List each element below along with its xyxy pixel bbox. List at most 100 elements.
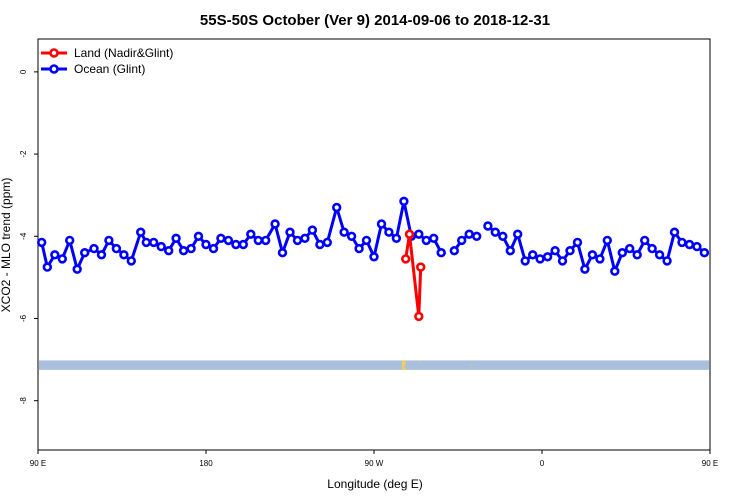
data-point xyxy=(527,250,538,260)
x-tick-label: 90 E xyxy=(702,459,718,468)
data-point xyxy=(595,254,605,264)
data-point xyxy=(216,233,226,244)
data-point xyxy=(520,256,530,266)
data-point xyxy=(557,256,568,266)
data-point xyxy=(178,246,189,256)
data-point xyxy=(399,196,409,207)
data-point xyxy=(201,239,211,250)
data-point xyxy=(414,311,424,322)
data-point xyxy=(79,248,90,258)
data-point xyxy=(535,254,545,264)
data-point xyxy=(512,229,523,239)
x-tick-label: 90 E xyxy=(30,459,46,468)
data-point xyxy=(231,239,241,250)
y-tick-label: -4 xyxy=(19,232,28,240)
data-point xyxy=(464,229,474,239)
data-point xyxy=(72,264,82,274)
data-point xyxy=(401,254,411,264)
data-point xyxy=(565,246,575,256)
data-point xyxy=(421,235,431,246)
data-point xyxy=(238,239,249,250)
y-tick-label: -2 xyxy=(19,150,28,158)
data-point xyxy=(692,241,702,252)
series-ocean xyxy=(36,196,710,276)
data-point xyxy=(322,237,332,248)
data-point xyxy=(332,202,342,213)
data-point xyxy=(292,235,303,246)
data-point xyxy=(307,225,318,235)
data-point xyxy=(677,237,687,248)
y-tick-label: -6 xyxy=(19,314,28,322)
legend-marker-land xyxy=(49,48,59,58)
data-point xyxy=(542,252,553,262)
data-point xyxy=(136,227,146,237)
x-axis: 90 E 180 90 W 0 90 E xyxy=(30,450,718,468)
data-point xyxy=(104,235,114,246)
data-point xyxy=(346,231,357,242)
data-point xyxy=(449,246,459,256)
data-point xyxy=(42,262,52,272)
data-point xyxy=(587,250,598,260)
data-point xyxy=(270,219,280,229)
data-point xyxy=(89,243,99,254)
data-point xyxy=(384,227,394,237)
data-point xyxy=(472,231,482,242)
data-point xyxy=(429,233,439,244)
data-point xyxy=(662,256,672,266)
data-point xyxy=(483,221,493,231)
y-axis: 0 -2 -4 -6 -8 xyxy=(19,69,38,404)
data-point xyxy=(617,248,627,258)
data-point xyxy=(300,233,310,244)
legend-label-land: Land (Nadir&Glint) xyxy=(74,46,173,60)
data-point xyxy=(223,235,234,246)
data-point xyxy=(64,235,75,246)
chart-title: 55S-50S October (Ver 9) 2014-09-06 to 20… xyxy=(200,12,550,29)
data-point xyxy=(156,241,166,252)
series-land xyxy=(401,229,426,322)
data-point xyxy=(164,246,174,256)
data-point xyxy=(315,239,325,250)
data-point xyxy=(126,256,137,266)
data-point xyxy=(550,246,560,256)
data-point xyxy=(96,250,107,260)
data-point xyxy=(246,229,256,239)
series-layer xyxy=(36,196,710,322)
x-tick-label: 90 W xyxy=(365,459,384,468)
data-point xyxy=(253,235,263,246)
data-point xyxy=(669,227,680,237)
x-axis-label: Longitude (deg E) xyxy=(327,477,422,491)
x-tick-label: 180 xyxy=(199,459,213,468)
legend: Land (Nadir&Glint) Ocean (Glint) xyxy=(41,46,173,76)
data-point xyxy=(505,246,515,256)
data-point xyxy=(354,243,364,254)
data-point xyxy=(57,254,67,264)
y-axis-label: XCO2 - MLO trend (ppm) xyxy=(0,178,13,313)
data-point xyxy=(193,231,204,242)
data-point xyxy=(36,237,47,248)
map-land-island xyxy=(471,365,473,367)
data-point xyxy=(369,252,379,262)
data-point xyxy=(50,250,60,260)
data-point xyxy=(111,243,122,254)
data-point xyxy=(261,235,271,246)
data-point xyxy=(684,239,695,250)
data-point xyxy=(498,231,508,242)
data-point xyxy=(632,250,642,260)
data-point xyxy=(141,237,152,248)
data-point xyxy=(490,227,500,237)
legend-marker-ocean xyxy=(49,64,59,74)
series-line xyxy=(404,232,423,318)
map-land-islands xyxy=(418,361,421,363)
data-point xyxy=(376,219,387,229)
data-point xyxy=(639,235,650,246)
data-point xyxy=(416,262,426,272)
data-point xyxy=(186,243,196,254)
y-tick-label: 0 xyxy=(19,69,28,74)
data-point xyxy=(699,248,710,258)
map-strip xyxy=(39,360,709,371)
legend-label-ocean: Ocean (Glint) xyxy=(74,62,145,76)
data-point xyxy=(624,243,635,254)
data-point xyxy=(149,237,159,248)
data-point xyxy=(610,266,620,276)
